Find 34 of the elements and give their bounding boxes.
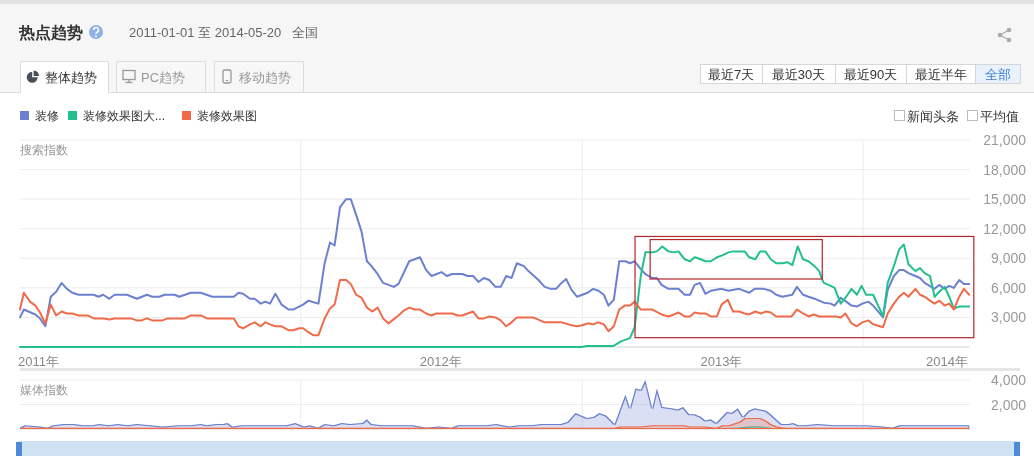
- text: 全国: [292, 24, 318, 40]
- y-tick-label: 4,000: [990, 372, 1027, 388]
- y-axis-title: 媒体指数: [20, 383, 68, 397]
- legend-label: 装修效果图大...: [83, 108, 166, 123]
- y-tick-label: 2,000: [990, 396, 1027, 413]
- chart-title: 热点趋势: [18, 23, 83, 42]
- text: 最近半年: [914, 67, 967, 82]
- line-series: [19, 198, 971, 328]
- y-tick-label: 6,000: [990, 279, 1027, 296]
- text: 全部: [984, 67, 1011, 82]
- legend-label: 装修: [35, 108, 59, 123]
- x-tick-label: 2011年: [17, 353, 59, 369]
- x-tick-label: 2014年: [925, 353, 968, 369]
- line-series: [19, 243, 971, 348]
- text: 平均值: [980, 108, 1019, 124]
- chart-subtitle: 2011-01-01 至 2014-05-20: [129, 24, 282, 40]
- text: 最近7天: [707, 67, 755, 82]
- x-tick-label: 2012年: [419, 353, 462, 369]
- line-series: [19, 278, 971, 337]
- y-tick-label: 21,000: [983, 132, 1027, 148]
- text: 整体趋势: [45, 69, 97, 85]
- y-tick-label: 3,000: [990, 309, 1027, 326]
- text: 最近30天: [771, 67, 826, 82]
- y-tick-label: 18,000: [983, 161, 1027, 178]
- text: 新闻头条: [907, 108, 959, 124]
- text: PC趋势: [141, 69, 186, 85]
- y-axis-title: 搜索指数: [20, 143, 68, 157]
- y-tick-label: 9,000: [990, 250, 1027, 267]
- text: 移动趋势: [239, 69, 291, 85]
- y-tick-label: 15,000: [983, 191, 1027, 208]
- text: 最近90天: [843, 67, 898, 82]
- legend-label: 装修效果图: [197, 108, 257, 123]
- x-tick-label: 2013年: [700, 353, 743, 369]
- y-tick-label: 12,000: [983, 220, 1027, 237]
